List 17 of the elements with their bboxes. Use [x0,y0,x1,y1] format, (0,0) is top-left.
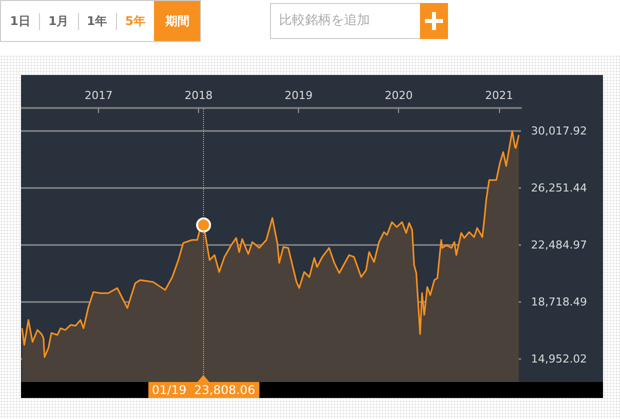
x-tick-label: 2017 [84,89,113,102]
text: 01/19 23,808.06 [148,382,260,398]
y-tick-label: 14,952.02 [531,352,587,366]
x-tick-label: 2019 [284,89,313,102]
y-tick-label: 22,484.97 [531,238,587,252]
text: 比較銘柄を追加 [270,3,448,39]
x-tick-label: 2021 [485,89,514,102]
text: 1月 [39,1,78,41]
y-tick-label: 18,718.49 [531,295,587,308]
text: 5年 [116,1,154,41]
text: 1年 [78,1,116,41]
x-tick-label: 2018 [184,89,213,102]
y-tick-label: 26,251.44 [531,182,587,195]
text: 1日 [9,13,32,30]
y-tick-label: 30,017.92 [531,124,587,138]
text: 期間 [154,1,200,41]
x-tick-label: 2020 [384,89,413,102]
